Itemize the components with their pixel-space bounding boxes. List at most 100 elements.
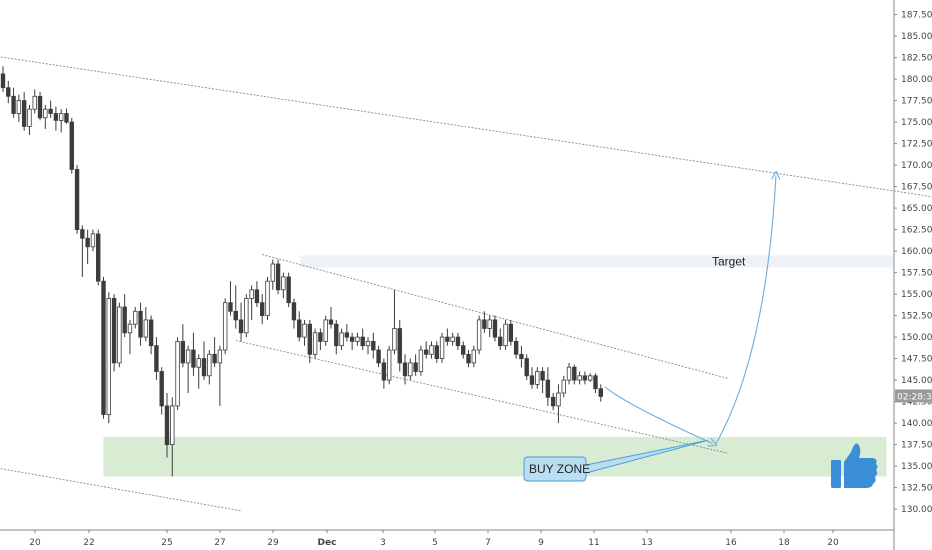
- y-tick-label: 155.00: [901, 290, 932, 300]
- candle-body-down: [360, 336, 365, 347]
- candle: [529, 367, 535, 389]
- candle: [455, 332, 461, 350]
- candle-body-up: [265, 280, 270, 317]
- current-price-label: 02:28:33: [897, 392, 932, 402]
- y-tick-label: 185.00: [901, 32, 932, 42]
- candle: [260, 294, 265, 325]
- candle: [582, 371, 588, 385]
- candle: [349, 332, 355, 350]
- candle: [238, 302, 244, 342]
- y-tick-label: 172.50: [901, 140, 932, 150]
- candle-body-down: [48, 108, 53, 114]
- candle-body-up: [365, 340, 371, 347]
- candle: [328, 307, 334, 329]
- candle: [566, 362, 572, 385]
- candle: [598, 384, 603, 402]
- candle: [291, 298, 297, 329]
- candle: [6, 80, 11, 104]
- candle: [371, 332, 376, 359]
- candle-body-down: [37, 95, 43, 119]
- candle-body-down: [540, 371, 545, 381]
- candle: [64, 108, 69, 124]
- candle-body-down: [159, 371, 164, 407]
- candle: [508, 319, 514, 346]
- x-tick-label: Dec: [318, 538, 337, 548]
- candle: [0, 66, 6, 92]
- candle-body-up: [392, 328, 397, 351]
- thumb-hand: [844, 443, 878, 488]
- candle-body-up: [207, 353, 212, 377]
- candle: [519, 345, 524, 368]
- candle-body-down: [349, 336, 355, 342]
- candle-body-down: [413, 362, 418, 372]
- target-label: Target: [712, 254, 746, 268]
- candle-body-up: [561, 379, 566, 394]
- candle: [492, 315, 498, 342]
- candle-body-down: [69, 121, 74, 170]
- candle-body-down: [498, 336, 503, 347]
- candle: [402, 354, 408, 385]
- candle: [360, 328, 365, 350]
- trendline-2: [0, 468, 242, 512]
- y-tick-label: 145.00: [901, 376, 932, 386]
- candle-body-down: [466, 353, 471, 364]
- candle: [423, 341, 429, 359]
- y-tick-label: 135.00: [901, 462, 932, 472]
- candle: [154, 337, 159, 381]
- candles-layer: [0, 66, 603, 477]
- candle-body-down: [297, 319, 302, 338]
- candle: [434, 341, 439, 363]
- candle: [297, 311, 302, 342]
- candle-body-down: [191, 349, 196, 368]
- candle: [397, 319, 402, 372]
- candle-body-down: [201, 358, 207, 377]
- candle: [376, 345, 381, 368]
- candle-body-down: [164, 405, 170, 445]
- candle: [48, 100, 53, 118]
- candle-body-down: [74, 168, 80, 230]
- up-arrow: [715, 175, 776, 445]
- candle: [487, 315, 492, 338]
- candle: [339, 328, 344, 350]
- current-price-box: [895, 389, 932, 403]
- candle: [127, 319, 133, 355]
- candle-body-down: [6, 87, 11, 97]
- candle-body-up: [196, 358, 201, 368]
- candle-body-down: [307, 323, 313, 355]
- candle: [355, 332, 360, 346]
- candle-body-up: [270, 263, 275, 282]
- candle-body-down: [212, 353, 217, 364]
- candle: [265, 276, 270, 320]
- candle: [545, 367, 551, 406]
- candle: [281, 272, 286, 299]
- candle: [550, 393, 556, 411]
- candle: [482, 311, 487, 333]
- candle-body-up: [408, 362, 413, 377]
- x-tick-label: 13: [641, 538, 652, 548]
- candle-body-down: [122, 306, 127, 334]
- candle: [217, 345, 223, 406]
- candle: [201, 341, 207, 381]
- candle: [96, 229, 101, 286]
- x-tick-label: 20: [29, 538, 41, 548]
- candle: [450, 332, 455, 346]
- y-tick-label: 180.00: [901, 75, 932, 85]
- candle-body-down: [275, 263, 281, 291]
- candle-body-up: [244, 297, 249, 334]
- candle-body-down: [545, 379, 551, 398]
- candle-body-up: [587, 375, 593, 381]
- candle: [577, 371, 582, 385]
- candle-body-up: [127, 323, 133, 334]
- candle: [11, 87, 16, 118]
- x-tick-label: 18: [778, 538, 790, 548]
- candle-body-down: [524, 358, 529, 377]
- candle-body-down: [318, 332, 323, 342]
- candle-body-down: [371, 340, 376, 351]
- candle: [21, 92, 27, 131]
- candle: [191, 332, 196, 376]
- candle-body-up: [429, 345, 434, 355]
- candle: [587, 373, 593, 382]
- candle: [381, 358, 387, 389]
- x-tick-label: 11: [588, 538, 599, 548]
